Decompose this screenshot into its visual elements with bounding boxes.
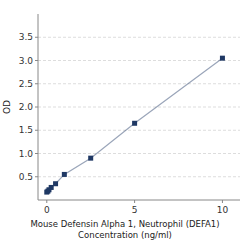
x-axis-line: [38, 200, 240, 201]
data-point: [220, 56, 225, 61]
y-tick-label: 3.0: [19, 56, 34, 66]
data-point: [132, 121, 137, 126]
grid-line: [38, 60, 240, 61]
y-axis-line: [38, 14, 39, 200]
y-axis-label: OD: [2, 100, 12, 114]
grid-line: [38, 176, 240, 177]
grid-line: [38, 107, 240, 108]
y-tick-label: 1.5: [19, 125, 33, 135]
chart: 0.5 1.0 1.5 2.0 2.5 3.0 3.5 0 5 10 Mouse Defensin …: [0, 0, 250, 250]
y-tick-label: 2.0: [19, 102, 34, 112]
grid-line: [38, 83, 240, 84]
x-tick-label: 10: [217, 205, 229, 215]
grid-line: [38, 153, 240, 154]
y-tick-label: 3.5: [19, 32, 33, 42]
x-axis-label: Mouse Defensin Alpha 1, Neutrophil (DEFA…: [30, 219, 219, 240]
x-tick-label: 5: [132, 205, 138, 215]
y-tick-label: 2.5: [19, 79, 33, 89]
data-point: [53, 181, 58, 186]
grid-line: [38, 130, 240, 131]
plot-area: [44, 56, 225, 195]
grid-line: [38, 37, 240, 38]
y-tick-label: 1.0: [19, 149, 34, 159]
chart-container: 0.5 1.0 1.5 2.0 2.5 3.0 3.5 0 5 10 Mouse Defensin …: [0, 0, 250, 250]
data-point: [88, 156, 93, 161]
y-tick-label: 0.5: [19, 172, 33, 182]
data-point: [62, 172, 67, 177]
data-point: [49, 185, 54, 190]
series-line: [47, 58, 223, 192]
x-tick-label: 0: [44, 205, 50, 215]
